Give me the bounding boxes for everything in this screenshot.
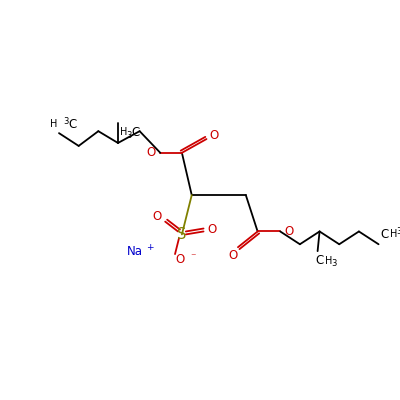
Text: O: O (284, 225, 294, 238)
Text: +: + (146, 243, 154, 252)
Text: H: H (50, 119, 57, 129)
Text: H: H (120, 127, 127, 137)
Text: C: C (380, 228, 389, 241)
Text: C: C (69, 118, 77, 131)
Text: O: O (208, 223, 217, 236)
Text: O: O (153, 210, 162, 223)
Text: 3: 3 (63, 117, 68, 126)
Text: S: S (177, 227, 186, 242)
Text: O: O (175, 254, 184, 266)
Text: H: H (390, 230, 398, 240)
Text: O: O (147, 146, 156, 159)
Text: O: O (228, 248, 238, 262)
Text: C: C (316, 254, 324, 268)
Text: 3: 3 (396, 227, 400, 236)
Text: O: O (210, 129, 219, 142)
Text: 3: 3 (126, 131, 131, 140)
Text: ⁻: ⁻ (190, 252, 196, 262)
Text: H: H (326, 256, 333, 266)
Text: 3: 3 (331, 260, 337, 268)
Text: C: C (132, 126, 140, 139)
Text: Na: Na (126, 245, 142, 258)
